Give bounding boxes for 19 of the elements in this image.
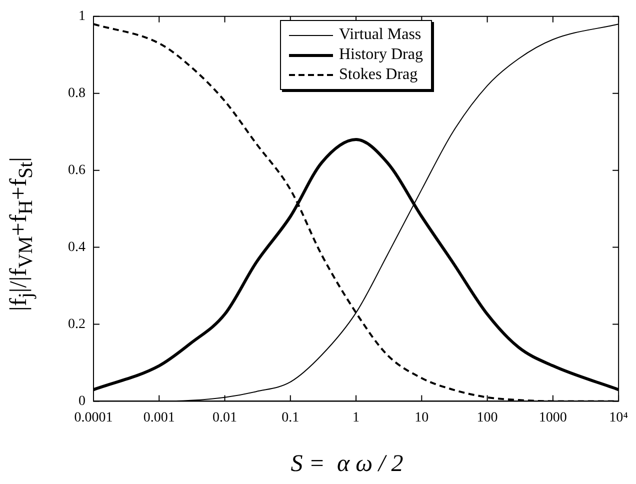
x-axis-title: S = α ω / 2 [290,451,404,478]
x-tick-label: 10 [414,410,429,426]
legend-label: Virtual Mass [339,25,422,45]
x-tick-label: 0.1 [282,410,300,426]
x-tick-label: 0.01 [212,410,238,426]
legend-label: Stokes Drag [339,65,418,85]
y-tick-label: 1 [78,9,86,24]
y-tick-label: 0.2 [68,316,86,332]
y-tick-label: 0.6 [68,162,86,178]
x-tick-label: 1 [352,410,360,426]
y-tick-label: 0 [78,394,86,409]
x-tick-label: 10⁴ [609,410,628,426]
x-tick-label: 0.0001 [74,410,113,426]
y-tick-label: 0.4 [68,240,86,255]
x-tick-label: 1000 [538,410,567,426]
legend-label: History Drag [339,45,423,65]
y-tick-label: 0.8 [68,86,86,102]
x-tick-label: 0.001 [143,410,175,426]
x-tick-label: 100 [476,410,498,426]
